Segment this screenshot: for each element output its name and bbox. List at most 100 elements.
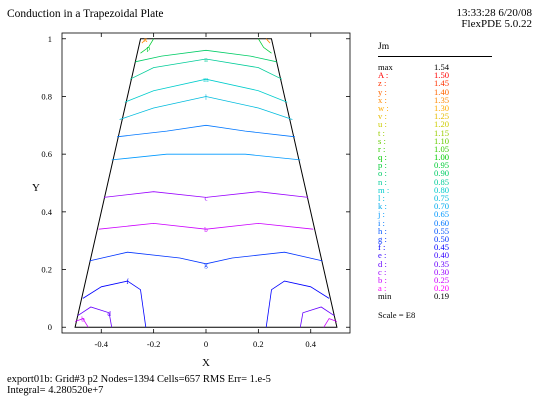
legend-level-key: d : xyxy=(378,258,387,269)
contour-label: m xyxy=(203,76,209,84)
legend-level-key: r : xyxy=(378,143,386,154)
x-tick-label: 0.4 xyxy=(305,339,316,349)
legend-level-row: p : 0.95 xyxy=(378,160,538,171)
contour-label: b xyxy=(81,316,85,324)
legend-level-value: 0.75 xyxy=(434,193,450,203)
legend-level-key: s : xyxy=(378,135,386,146)
y-axis-label: Y xyxy=(32,182,40,194)
legend-level-value: 1.45 xyxy=(434,78,450,89)
contour-line xyxy=(116,124,296,138)
legend-level-row: k : 0.70 xyxy=(378,201,538,212)
legend-min-value: 0.19 xyxy=(434,291,450,302)
x-axis-label: X xyxy=(202,357,210,369)
contour-line xyxy=(103,191,309,198)
legend-level-value: 1.15 xyxy=(434,127,450,138)
legend-level-row: b : 0.25 xyxy=(378,274,538,285)
contour-line xyxy=(258,38,272,54)
legend-level-value: 0.40 xyxy=(434,250,450,261)
contour-line xyxy=(265,38,271,44)
grid-info: export01b: Grid#3 p2 Nodes=1394 Cells=65… xyxy=(7,374,271,385)
legend-level-key: i : xyxy=(378,217,385,228)
legend-level-key: x : xyxy=(378,94,387,105)
chart-title: Conduction in a Trapezoidal Plate xyxy=(7,8,164,20)
contour-label: x xyxy=(144,36,148,44)
legend-level-value: 0.90 xyxy=(434,168,450,179)
legend-level-value: 1.10 xyxy=(434,135,450,146)
legend-level-key: b : xyxy=(378,274,387,285)
contour-line xyxy=(323,318,338,328)
legend-level-key: j : xyxy=(378,209,385,220)
legend-level-value: 0.35 xyxy=(434,258,450,269)
legend-level-key: g : xyxy=(378,233,387,244)
legend-level-row: w : 1.30 xyxy=(378,102,538,113)
legend-level-key: w : xyxy=(378,102,389,113)
legend-level-value: 1.20 xyxy=(434,119,450,130)
contour-label: d xyxy=(107,310,111,318)
contour-legend: Jm max 1.54 A : 1.50 z : 1.45 y : 1.40 x : 1.35… xyxy=(378,42,538,320)
x-tick-label: 0.2 xyxy=(253,339,264,349)
legend-level-value: 0.70 xyxy=(434,201,450,212)
legend-max-row: max 1.54 xyxy=(378,62,538,72)
legend-level-row: s : 1.10 xyxy=(378,135,538,146)
plate-boundary xyxy=(74,38,338,328)
y-tick-label: 0 xyxy=(48,322,52,332)
legend-level-value: 0.45 xyxy=(434,242,450,253)
legend-level-key: a : xyxy=(378,283,387,294)
contour-line xyxy=(124,78,288,103)
legend-level-row: x : 1.35 xyxy=(378,94,538,105)
legend-level-value: 0.55 xyxy=(434,225,450,236)
contour-label: c xyxy=(204,194,207,202)
legend-level-key: f : xyxy=(378,242,386,253)
legend-level-row: A : 1.50 xyxy=(378,70,538,81)
legend-level-value: 0.95 xyxy=(434,160,450,171)
legend-level-value: 1.30 xyxy=(434,102,450,113)
legend-level-row: r : 1.05 xyxy=(378,143,538,154)
legend-level-row: o : 0.90 xyxy=(378,168,538,179)
contour-line xyxy=(89,251,323,265)
legend-level-value: 1.00 xyxy=(434,152,450,163)
contour-line xyxy=(111,153,301,161)
x-tick-label: 0 xyxy=(204,339,208,349)
legend-level-key: p : xyxy=(378,160,387,171)
timestamp-block: 13:33:28 6/20/08 FlexPDE 5.0.22 xyxy=(457,8,532,30)
contour-line xyxy=(265,280,330,328)
contour-line xyxy=(74,318,89,328)
y-tick-label: 0.6 xyxy=(41,149,52,159)
legend-level-value: 0.50 xyxy=(434,233,450,244)
contour-label: l xyxy=(205,93,207,101)
legend-level-key: y : xyxy=(378,86,387,97)
legend-level-value: 1.35 xyxy=(434,94,450,105)
contour-line xyxy=(77,306,113,328)
contour-label: b xyxy=(204,226,208,234)
contour-line xyxy=(299,306,335,328)
integral-info: Integral= 4.280520e+7 xyxy=(7,385,104,396)
legend-scale: Scale = E8 xyxy=(378,310,416,321)
legend-divider xyxy=(378,56,492,57)
legend-level-value: 0.25 xyxy=(434,274,450,285)
legend-level-row: t : 1.15 xyxy=(378,127,538,138)
legend-level-row: c : 0.30 xyxy=(378,266,538,277)
legend-level-row: u : 1.20 xyxy=(378,119,538,130)
legend-level-key: A : xyxy=(378,70,389,81)
contour-label: g xyxy=(204,261,208,269)
legend-level-row: j : 0.65 xyxy=(378,209,538,220)
legend-level-row: d : 0.35 xyxy=(378,258,538,269)
legend-level-row: e : 0.40 xyxy=(378,250,538,261)
legend-level-row: q : 1.00 xyxy=(378,152,538,163)
legend-level-row: a : 0.20 xyxy=(378,283,538,294)
time-date: 13:33:28 6/20/08 xyxy=(456,7,532,19)
legend-max-key: max xyxy=(378,62,393,72)
legend-level-value: 0.65 xyxy=(434,209,450,220)
legend-level-row: z : 1.45 xyxy=(378,78,538,89)
legend-level-value: 0.30 xyxy=(434,266,450,277)
legend-level-key: c : xyxy=(378,266,387,277)
legend-level-key: e : xyxy=(378,250,387,261)
x-tick-label: -0.2 xyxy=(147,339,160,349)
legend-level-key: q : xyxy=(378,152,387,163)
legend-level-key: k : xyxy=(378,201,387,212)
legend-min-key: min xyxy=(378,291,392,302)
legend-level-row: y : 1.40 xyxy=(378,86,538,97)
legend-level-key: t : xyxy=(378,127,385,138)
legend-min-row: min 0.19 xyxy=(378,291,538,302)
